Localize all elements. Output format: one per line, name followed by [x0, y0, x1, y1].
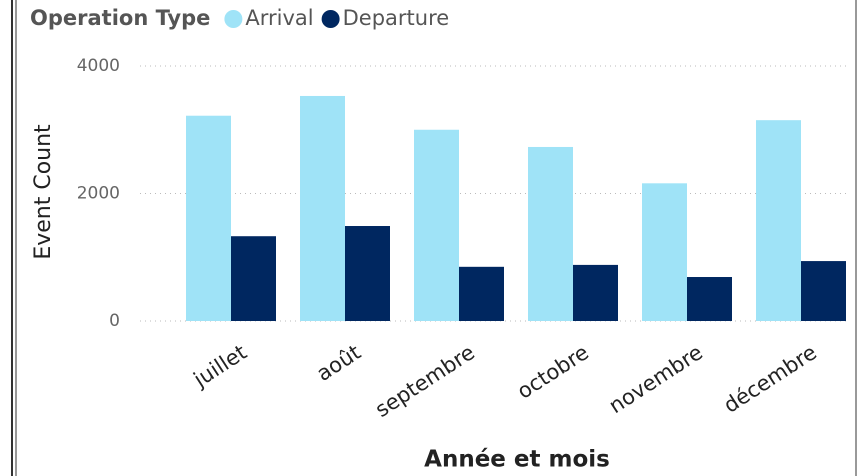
bar	[459, 266, 504, 321]
y-axis-label: Event Count	[31, 124, 56, 260]
x-tick-label: octobre	[513, 340, 593, 404]
bar	[801, 261, 846, 321]
legend-swatch	[224, 10, 243, 28]
bar	[300, 95, 345, 322]
bar	[528, 146, 573, 321]
y-tick-label: 2000	[77, 184, 120, 204]
bar	[186, 115, 231, 321]
bar	[231, 236, 276, 321]
bar	[345, 226, 390, 321]
x-tick-label: juillet	[189, 340, 251, 392]
legend-label: Departure	[343, 6, 450, 30]
bar	[756, 120, 801, 321]
bar	[414, 129, 459, 321]
x-tick-label: septembre	[371, 340, 479, 422]
legend-label: Arrival	[245, 6, 313, 30]
bar	[642, 183, 687, 321]
x-tick-label: novembre	[605, 340, 707, 418]
legend-swatch	[321, 10, 340, 28]
bar	[687, 277, 732, 321]
x-tick-label: décembre	[719, 340, 821, 418]
y-tick-label: 0	[109, 311, 120, 331]
bar	[573, 264, 618, 321]
legend-title: Operation Type	[30, 6, 210, 30]
y-tick-label: 4000	[77, 56, 120, 76]
x-tick-label: août	[312, 340, 365, 386]
x-axis-label: Année et mois	[424, 447, 610, 473]
